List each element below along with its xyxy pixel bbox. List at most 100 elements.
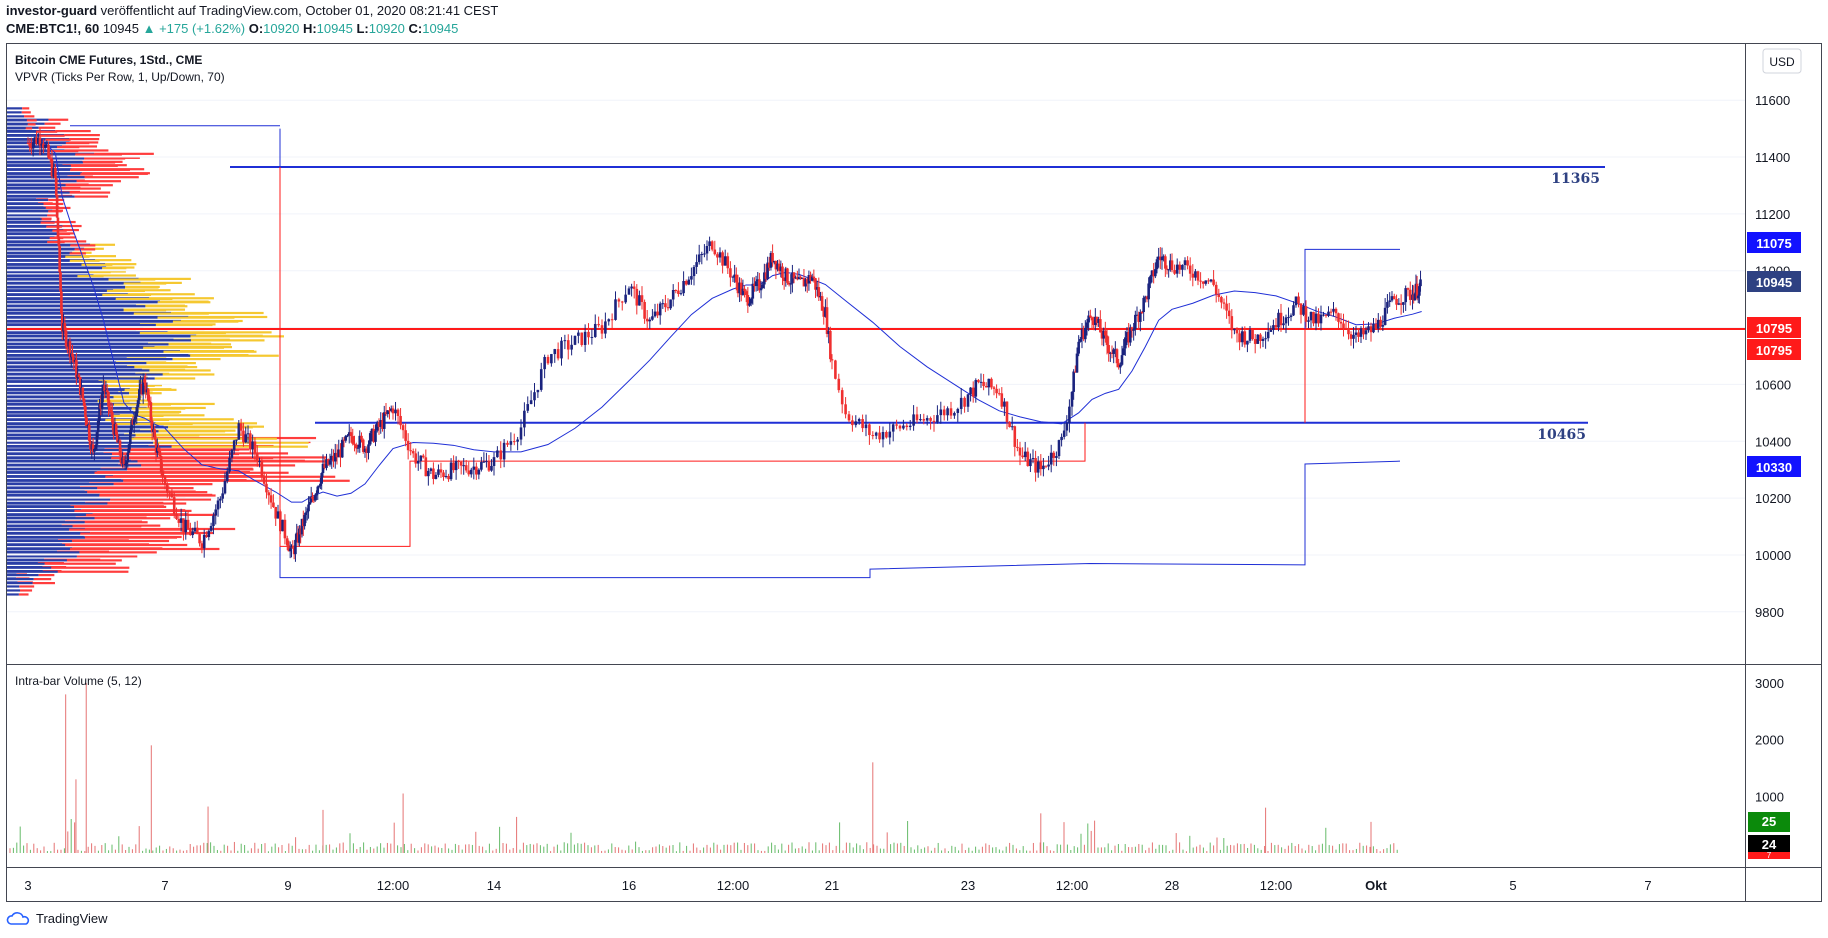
vp-row-down — [80, 532, 193, 535]
candle-up — [45, 144, 49, 146]
vp-row-down — [18, 593, 29, 596]
candle-down — [1105, 335, 1109, 346]
candle-up — [570, 344, 573, 350]
time-tick-label: 7 — [161, 878, 168, 893]
vp-row-up — [7, 460, 138, 463]
candle-up — [295, 532, 299, 540]
vp-row-down — [65, 142, 90, 145]
vp-row-down — [157, 301, 211, 304]
candle-up — [1036, 461, 1040, 473]
candle-down — [409, 450, 412, 452]
candle-down — [388, 410, 391, 412]
candle-up — [936, 415, 939, 423]
candle-up — [462, 465, 465, 467]
candle-up — [330, 455, 334, 461]
candle-up — [36, 137, 40, 144]
candle-up — [1246, 340, 1249, 345]
candle-up — [1418, 286, 1421, 296]
vp-row-up — [7, 339, 191, 342]
vp-row-up — [7, 448, 130, 452]
candle-up — [1364, 330, 1368, 335]
vp-row-down — [125, 286, 159, 289]
vp-row-up — [7, 475, 106, 478]
candle-down — [645, 318, 649, 322]
candle-up — [358, 435, 362, 448]
candle-down — [1243, 331, 1247, 345]
candle-down — [195, 527, 199, 535]
vpvr-legend[interactable]: VPVR (Ticks Per Row, 1, Up/Down, 70) — [15, 70, 225, 84]
candle-down — [60, 313, 64, 332]
candle-up — [1114, 349, 1117, 351]
candle-up — [624, 294, 627, 303]
candle-up — [1124, 337, 1127, 349]
vp-row-down — [32, 582, 55, 585]
volume-axis[interactable]: 1000 2000 3000 25 247 — [1748, 676, 1790, 860]
candle-up — [490, 465, 493, 471]
vp-row-down — [168, 426, 253, 429]
vp-row-down — [69, 191, 111, 194]
range-lower-band — [279, 128, 1401, 579]
vp-row-down — [36, 130, 58, 133]
vp-row-up — [7, 452, 112, 456]
candle-down — [802, 278, 806, 287]
publish-line: investor-guard veröffentlicht auf Tradin… — [6, 3, 498, 18]
vp-row-down — [82, 161, 116, 164]
candle-down — [1090, 317, 1094, 321]
candle-down — [354, 444, 358, 449]
vp-row-down — [171, 311, 264, 315]
vp-row-down — [77, 275, 104, 278]
candle-up — [135, 406, 139, 417]
candle-down — [1173, 270, 1176, 274]
candle-up — [437, 469, 440, 475]
candle-up — [123, 463, 127, 465]
candle-down — [1107, 345, 1110, 354]
candle-down — [743, 288, 746, 292]
candle-down — [118, 440, 122, 456]
vp-row-down — [60, 240, 87, 243]
vp-row-up — [7, 551, 80, 554]
change-label: ▲ +175 (+1.62%) — [142, 21, 246, 36]
author-name[interactable]: investor-guard — [6, 3, 98, 18]
vp-row-down — [65, 184, 113, 187]
volume-legend[interactable]: Intra-bar Volume (5, 12) — [15, 674, 142, 688]
candle-down — [66, 346, 69, 348]
vp-row-up — [7, 111, 22, 114]
vp-row-up — [7, 176, 85, 179]
candle-up — [754, 281, 758, 287]
candle-up — [304, 512, 308, 515]
candle-down — [249, 433, 252, 450]
candle-down — [566, 340, 570, 350]
candle-up — [648, 319, 652, 322]
candle-down — [620, 301, 624, 303]
candle-up — [1023, 451, 1027, 458]
candle-up — [854, 421, 858, 426]
candle-down — [1349, 334, 1353, 339]
vp-row-up — [7, 422, 117, 426]
time-tick-label: 12:00 — [717, 878, 750, 893]
candle-down — [710, 241, 714, 250]
candle-up — [1284, 317, 1288, 324]
candle-up — [1390, 296, 1394, 301]
candle-down — [205, 534, 208, 538]
currency-button[interactable]: USD — [1762, 48, 1802, 74]
candle-up — [316, 486, 320, 494]
time-axis[interactable]: 3 7 9 12:00 14 16 12:00 21 23 12:00 28 12:00 Okt 5 7 — [24, 878, 1651, 893]
candle-down — [381, 420, 384, 429]
vp-row-up — [7, 335, 191, 338]
candle-down — [632, 286, 636, 289]
candle-down — [30, 146, 33, 149]
candle-down — [817, 287, 821, 298]
candles — [26, 128, 1422, 562]
vp-row-up — [7, 494, 100, 497]
candle-up — [630, 286, 633, 289]
vp-row-up — [7, 150, 51, 153]
footer-brand[interactable]: TradingView — [6, 911, 108, 926]
candle-down — [1374, 324, 1378, 329]
candle-down — [997, 393, 1001, 395]
candle-down — [63, 323, 67, 331]
vp-row-up — [7, 407, 132, 410]
candle-down — [512, 441, 516, 443]
candle-up — [1181, 265, 1184, 270]
vp-row-down — [54, 236, 77, 239]
